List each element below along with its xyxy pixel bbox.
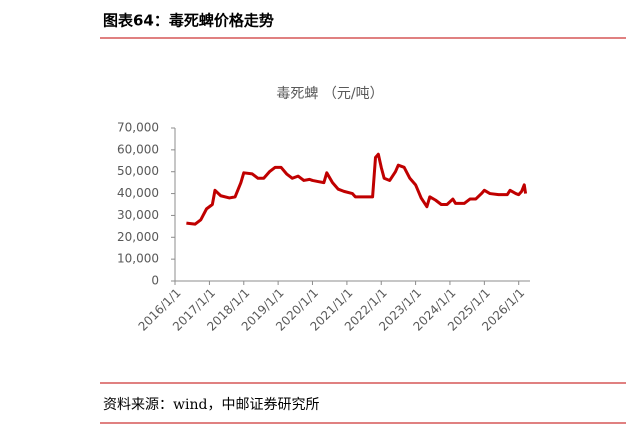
y-tick-label: 20,000 <box>117 230 159 244</box>
y-tick-label: 70,000 <box>117 121 159 135</box>
footer-source: 资料来源：wind，中邮证券研究所 <box>103 397 319 413</box>
y-tick-label: 40,000 <box>117 186 159 200</box>
chart-title: 毒死蜱 （元/吨） <box>276 86 383 102</box>
header-title: 图表64：毒死蜱价格走势 <box>103 12 274 30</box>
y-tick-label: 10,000 <box>117 252 159 266</box>
y-tick-label: 0 <box>151 274 159 288</box>
y-tick-label: 60,000 <box>117 142 159 156</box>
y-tick-label: 30,000 <box>117 208 159 222</box>
series-line <box>186 152 528 226</box>
y-tick-label: 50,000 <box>117 164 159 178</box>
